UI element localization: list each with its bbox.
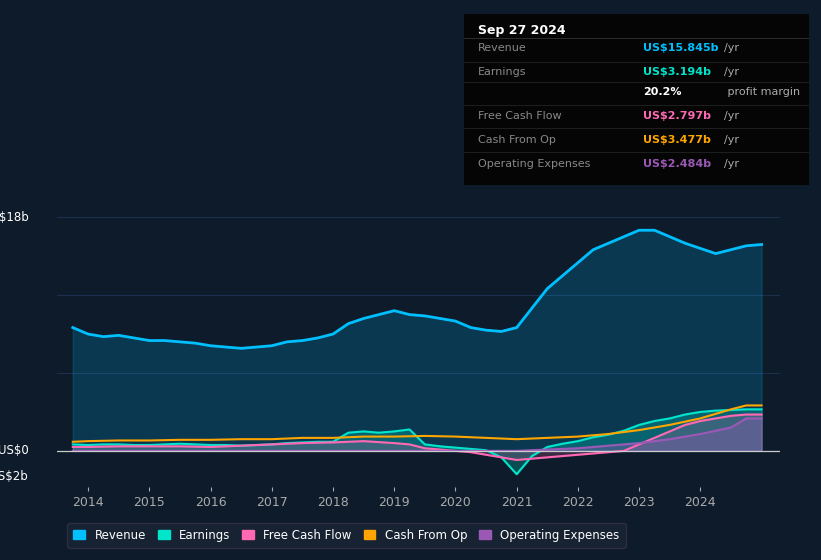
Text: Earnings: Earnings [478, 67, 526, 77]
Text: profit margin: profit margin [724, 87, 800, 97]
Text: 20.2%: 20.2% [643, 87, 681, 97]
Text: /yr: /yr [724, 67, 739, 77]
Text: /yr: /yr [724, 159, 739, 169]
Text: Sep 27 2024: Sep 27 2024 [478, 24, 566, 38]
Text: Revenue: Revenue [478, 43, 526, 53]
Text: Operating Expenses: Operating Expenses [478, 159, 590, 169]
Text: US$0: US$0 [0, 445, 29, 458]
Text: /yr: /yr [724, 43, 739, 53]
Text: US$18b: US$18b [0, 211, 29, 224]
Text: US$3.477b: US$3.477b [643, 136, 711, 145]
Text: Cash From Op: Cash From Op [478, 136, 556, 145]
Text: US$2.797b: US$2.797b [643, 111, 711, 122]
Text: -US$2b: -US$2b [0, 470, 29, 483]
Text: /yr: /yr [724, 111, 739, 122]
Text: /yr: /yr [724, 136, 739, 145]
Text: US$2.484b: US$2.484b [643, 159, 711, 169]
Text: Free Cash Flow: Free Cash Flow [478, 111, 562, 122]
Text: US$15.845b: US$15.845b [643, 43, 718, 53]
Legend: Revenue, Earnings, Free Cash Flow, Cash From Op, Operating Expenses: Revenue, Earnings, Free Cash Flow, Cash … [67, 523, 626, 548]
Text: US$3.194b: US$3.194b [643, 67, 711, 77]
